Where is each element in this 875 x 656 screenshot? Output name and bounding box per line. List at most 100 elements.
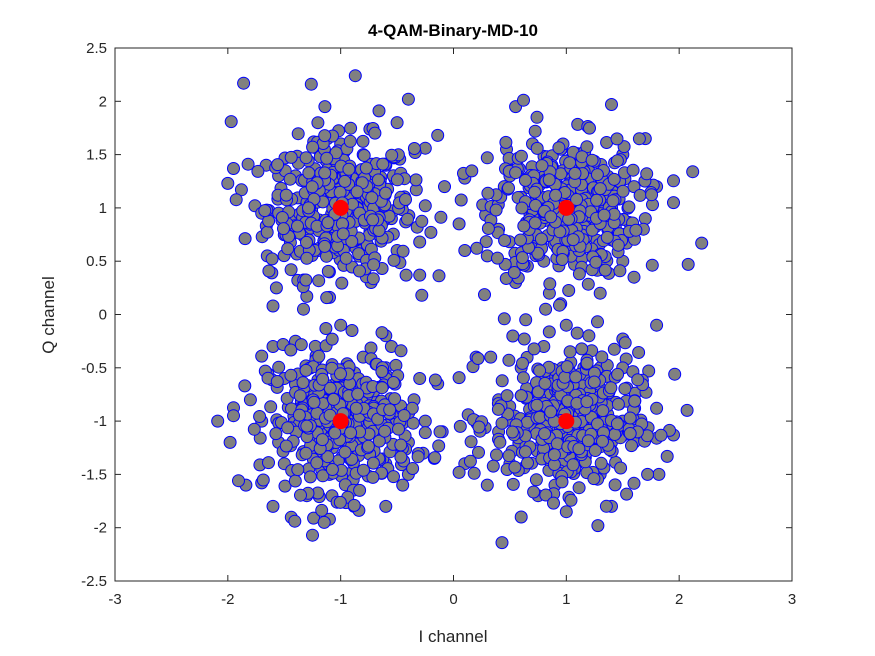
received-symbol-point: [572, 442, 586, 456]
received-symbol-point: [596, 434, 609, 448]
received-symbol-point: [547, 448, 561, 462]
received-symbol-point: [498, 234, 512, 247]
received-symbol-point: [325, 463, 339, 476]
received-symbol-point: [568, 166, 582, 180]
received-symbol-point: [642, 364, 656, 378]
received-symbol-point: [626, 163, 640, 177]
received-symbol-point: [387, 253, 401, 267]
received-symbol-point: [559, 318, 573, 332]
received-symbol-point: [275, 211, 289, 224]
received-symbol-point: [223, 435, 237, 449]
received-symbol-point: [238, 232, 252, 246]
received-symbol-point: [453, 419, 467, 433]
received-symbol-point: [632, 132, 646, 146]
received-symbol-point: [291, 219, 304, 233]
received-symbol-point: [336, 227, 350, 241]
received-symbol-point: [594, 456, 608, 470]
received-symbol-point: [509, 166, 523, 180]
received-symbol-point: [631, 373, 645, 387]
received-symbol-point: [517, 93, 530, 107]
received-symbol-point: [221, 176, 235, 190]
received-symbol-point: [399, 268, 413, 282]
received-symbol-point: [320, 291, 334, 305]
received-symbol-point: [596, 404, 610, 418]
received-symbol-point: [396, 478, 410, 492]
received-symbol-point: [293, 389, 307, 403]
received-symbol-point: [640, 167, 654, 181]
received-symbol-point: [480, 478, 494, 492]
received-symbol-point: [463, 454, 477, 468]
received-symbol-point: [303, 470, 317, 484]
ideal-constellation-point: [332, 413, 349, 430]
received-symbol-point: [650, 401, 664, 415]
received-symbol-point: [388, 392, 402, 406]
received-symbol-point: [356, 134, 370, 148]
received-symbol-point: [610, 417, 624, 431]
y-tick-label: 2: [99, 93, 107, 110]
received-symbol-point: [564, 493, 578, 507]
received-symbol-point: [686, 165, 700, 179]
received-symbol-point: [302, 201, 315, 215]
received-symbol-point: [405, 401, 419, 415]
received-symbol-point: [668, 367, 682, 381]
received-symbol-point: [610, 132, 624, 146]
received-symbol-point: [515, 201, 529, 215]
received-symbol-point: [406, 462, 420, 475]
received-symbol-point: [232, 474, 245, 488]
received-symbol-point: [530, 110, 544, 124]
received-symbol-point: [547, 496, 560, 510]
received-symbol-point: [505, 425, 519, 439]
received-symbol-point: [424, 225, 438, 239]
received-symbol-point: [413, 372, 427, 385]
received-symbol-point: [366, 470, 380, 484]
received-symbol-point: [528, 124, 542, 138]
received-symbol-point: [585, 153, 599, 167]
received-symbol-point: [296, 376, 310, 390]
received-symbol-point: [590, 193, 604, 207]
received-symbol-point: [394, 344, 408, 358]
received-symbol-point: [385, 148, 399, 162]
x-tick-label: 3: [788, 591, 796, 608]
received-symbol-point: [291, 127, 305, 141]
received-symbol-point: [383, 403, 397, 417]
received-symbol-point: [491, 402, 505, 416]
received-symbol-point: [302, 166, 316, 180]
received-symbol-point: [284, 368, 298, 382]
received-symbol-point: [366, 213, 380, 227]
received-symbol-point: [366, 456, 380, 470]
ideal-points-layer: [332, 199, 575, 430]
received-symbol-point: [279, 439, 293, 453]
received-symbol-point: [347, 498, 361, 512]
received-symbol-point: [291, 463, 305, 477]
received-symbol-point: [543, 277, 557, 291]
received-symbol-point: [297, 302, 310, 316]
received-symbol-point: [342, 162, 356, 176]
received-symbol-point: [364, 341, 378, 355]
received-symbol-point: [542, 325, 556, 339]
received-symbol-point: [299, 273, 313, 287]
received-symbol-point: [349, 401, 363, 415]
y-tick-label: -2: [94, 520, 107, 537]
received-symbol-point: [559, 505, 573, 519]
received-symbol-point: [583, 121, 596, 135]
received-symbol-point: [418, 426, 432, 440]
received-symbol-point: [497, 312, 511, 326]
received-symbol-point: [667, 174, 680, 188]
received-symbol-point: [570, 193, 584, 206]
received-symbol-point: [628, 394, 642, 408]
received-symbol-point: [620, 487, 634, 501]
received-symbol-point: [312, 349, 326, 363]
received-symbol-point: [401, 212, 414, 226]
received-symbol-point: [409, 173, 423, 187]
received-symbol-point: [517, 219, 531, 233]
received-symbol-point: [518, 445, 532, 459]
received-symbol-point: [300, 235, 313, 249]
received-symbol-point: [539, 302, 553, 316]
y-tick-label: 1: [99, 200, 107, 217]
received-symbol-point: [538, 376, 552, 390]
received-symbol-point: [306, 140, 320, 154]
received-symbol-point: [353, 483, 367, 497]
received-symbol-point: [338, 445, 352, 459]
received-symbol-point: [570, 326, 584, 340]
received-symbol-point: [507, 266, 521, 279]
